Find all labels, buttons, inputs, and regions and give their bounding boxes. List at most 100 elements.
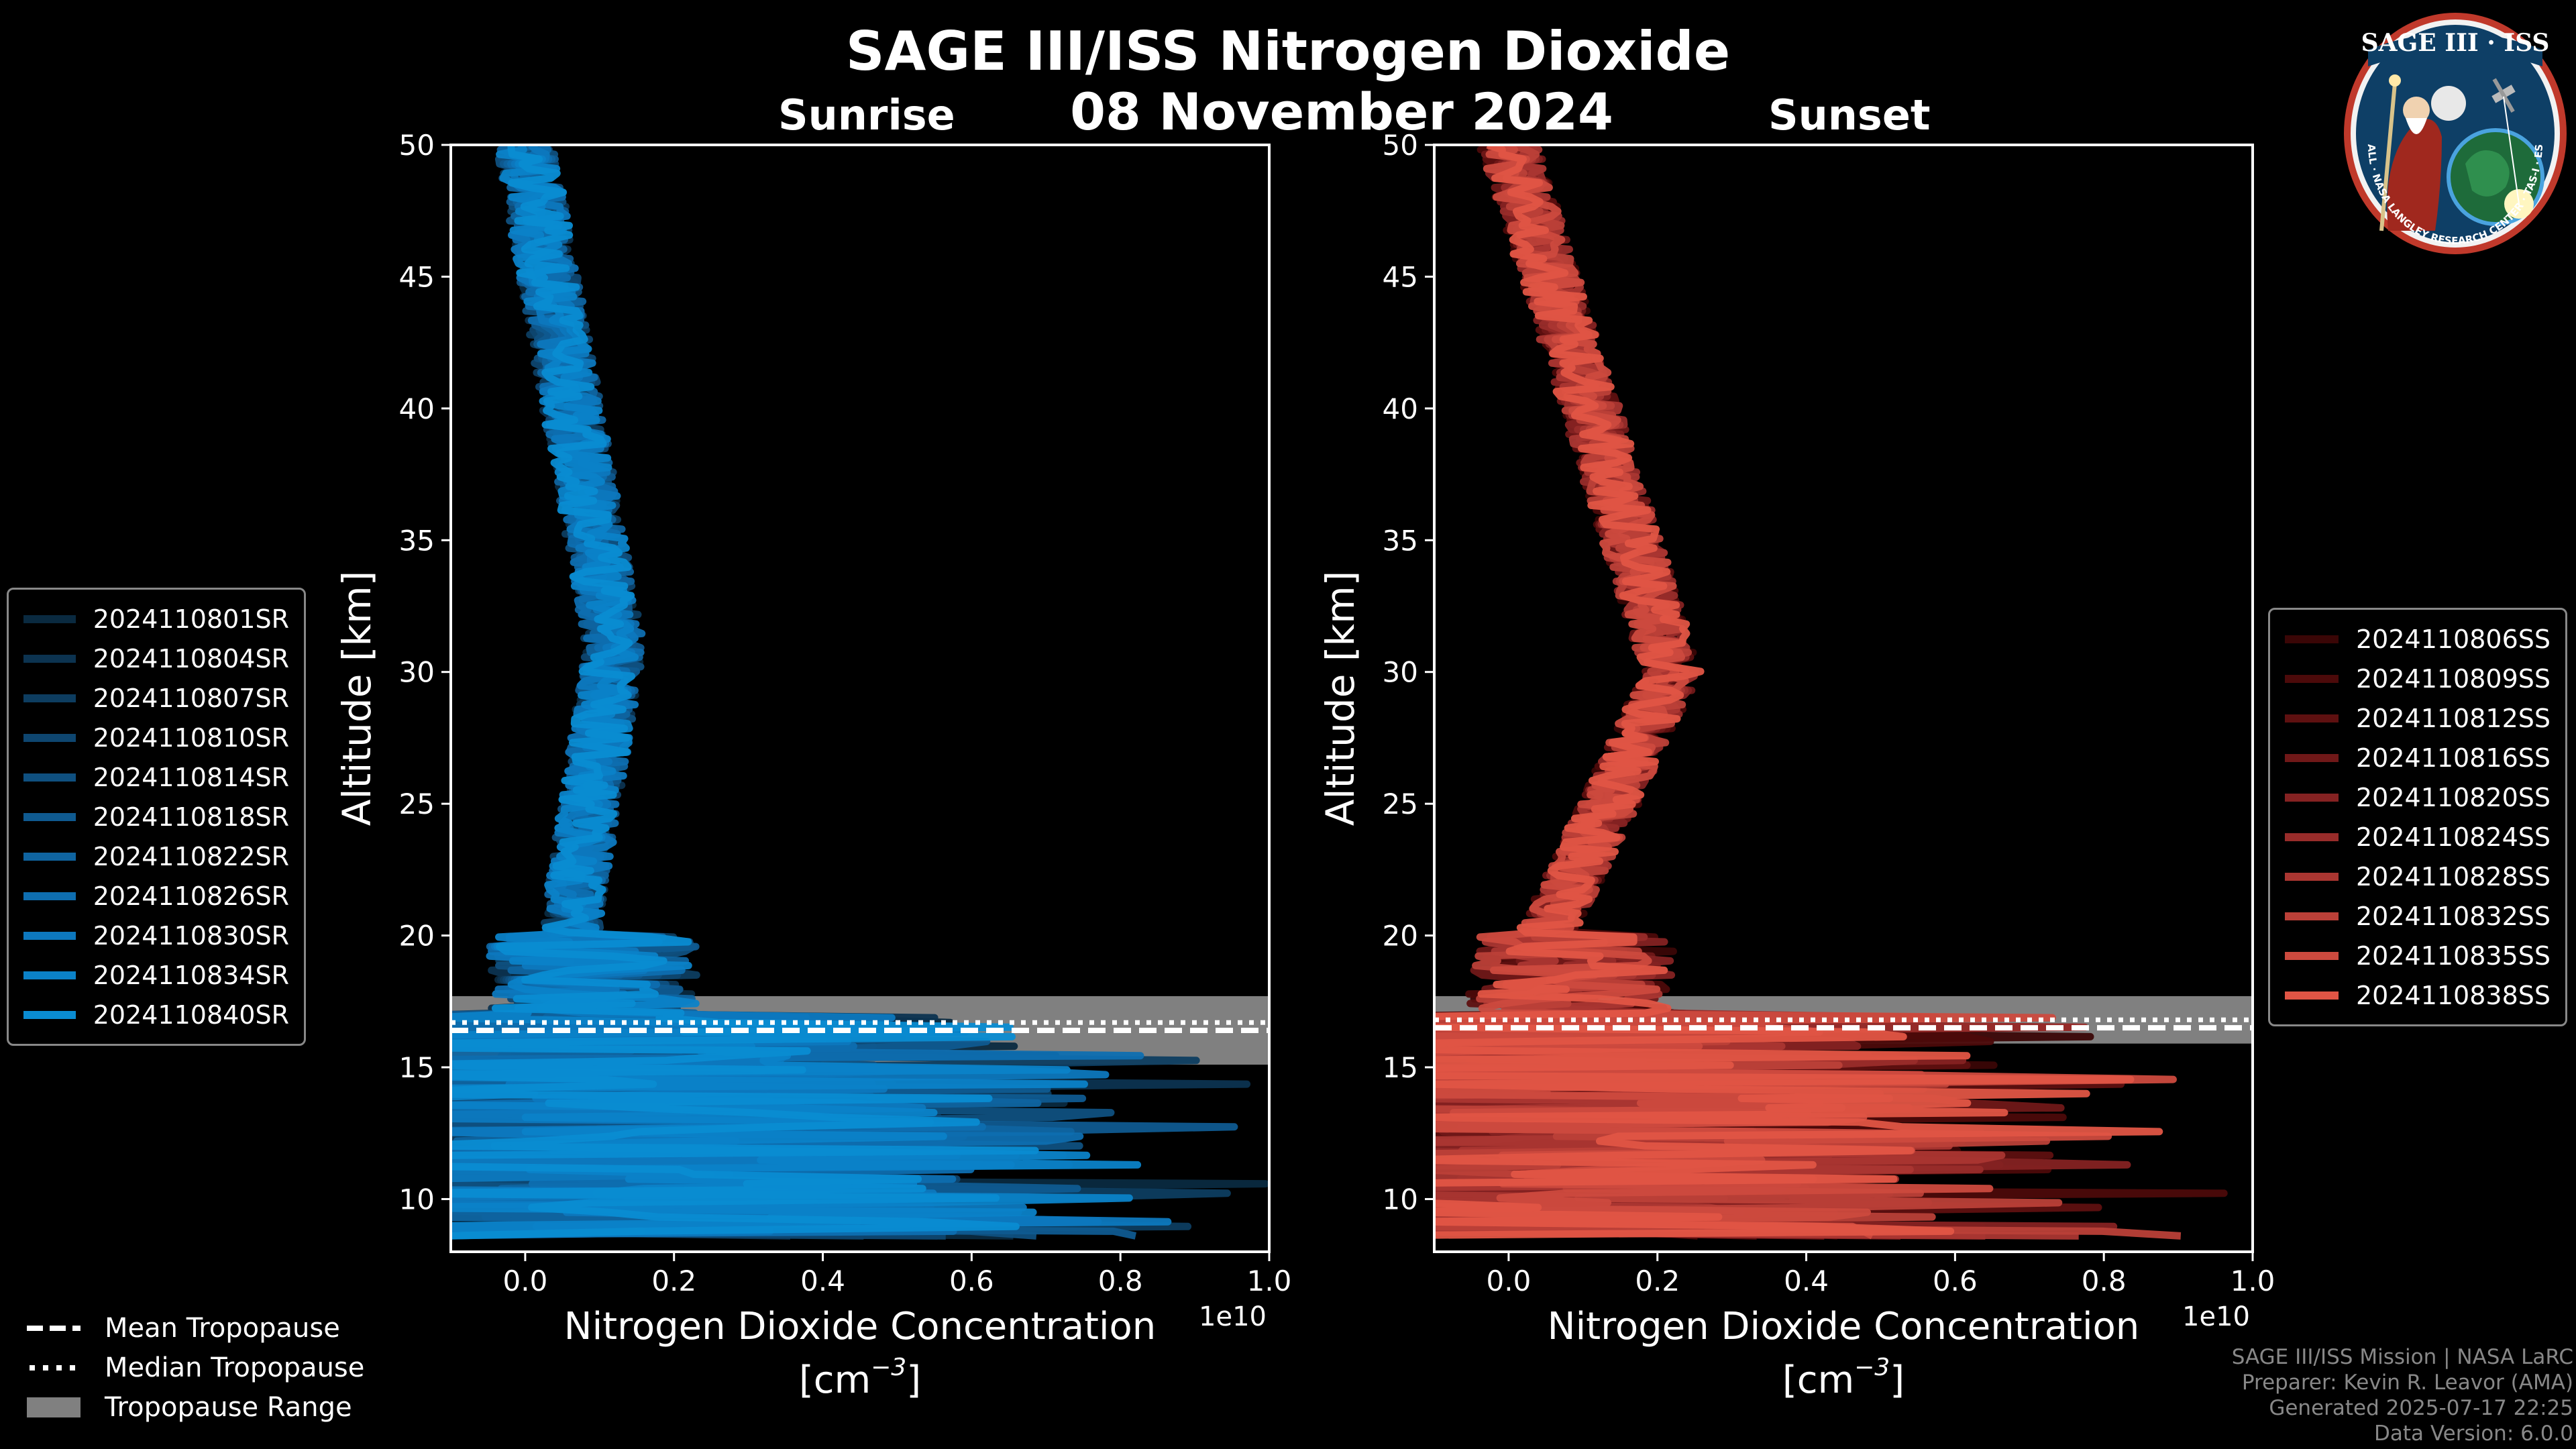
legend-entry: 2024110822SR (23, 837, 289, 876)
x-tick-label: 0.6 (949, 1265, 994, 1297)
legend-entry: 2024110830SR (23, 916, 289, 955)
mission-badge-logo: SAGE III · ISS BALL · NASA LANGLEY RESEA… (2341, 9, 2567, 254)
legend-line-swatch-icon (2285, 753, 2339, 762)
legend-entry-label: 2024110835SS (2355, 941, 2551, 971)
legend-entry: 2024110801SR (23, 599, 289, 639)
y-tick-label: 40 (1383, 392, 1418, 425)
legend-line-swatch-icon (2285, 991, 2339, 1000)
y-axis-label: Altitude [km] (334, 571, 380, 826)
legend-entry: 2024110826SR (23, 876, 289, 916)
legend-entry: 2024110814SR (23, 757, 289, 797)
tropopause-legend: Mean Tropopause Median Tropopause Tropop… (27, 1308, 364, 1427)
credit-mission: SAGE III/ISS Mission | NASA LaRC (2231, 1345, 2573, 1369)
x-axis-label: Nitrogen Dioxide Concentration (1548, 1305, 2140, 1348)
credit-preparer: Preparer: Kevin R. Leavor (AMA) (2241, 1371, 2573, 1395)
y-tick-label: 20 (399, 920, 435, 953)
dotted-line-icon (30, 1364, 80, 1371)
x-tick-label: 0.6 (1933, 1265, 1978, 1297)
legend-entry-label: 2024110807SR (93, 683, 289, 713)
y-tick-label: 50 (399, 129, 435, 162)
legend-entry: 2024110816SS (2285, 738, 2551, 777)
y-tick-label: 10 (399, 1183, 435, 1216)
legend-line-swatch-icon (23, 733, 76, 742)
dashed-line-icon (27, 1325, 80, 1331)
y-tick-label: 25 (399, 788, 435, 820)
y-tick-label: 45 (1383, 260, 1418, 293)
legend-line-swatch-icon (2285, 714, 2339, 722)
x-tick-label: 0.4 (1784, 1265, 1829, 1297)
credits-footer: SAGE III/ISS Mission | NASA LaRC Prepare… (2232, 1344, 2573, 1446)
legend-entry-label: 2024110838SS (2355, 980, 2551, 1010)
legend-entry: 2024110807SR (23, 678, 289, 718)
legend-line-swatch-icon (23, 812, 76, 821)
series-line-2024110840SR (451, 145, 1039, 1240)
legend-entry: 2024110840SR (23, 995, 289, 1034)
legend-mean-tropopause: Mean Tropopause (27, 1308, 364, 1348)
x-tick-label: 0.2 (1635, 1265, 1680, 1297)
credit-generated: Generated 2025-07-17 22:25 (2269, 1396, 2573, 1420)
x-axis-units: [cm−3] (799, 1354, 921, 1402)
y-axis-label: Altitude [km] (1318, 571, 1363, 826)
legend-line-swatch-icon (2285, 951, 2339, 960)
plot-frame (1433, 144, 2254, 1253)
profile-lines (451, 145, 1269, 1240)
x-axis-units: [cm−3] (1782, 1354, 1904, 1402)
legend-median-label: Median Tropopause (105, 1352, 365, 1383)
legend-entry: 2024110835SS (2285, 936, 2551, 975)
legend-line-swatch-icon (23, 1010, 76, 1019)
x-tick-label: 0.8 (1098, 1265, 1143, 1297)
legend-line-swatch-icon (23, 852, 76, 861)
y-tick-label: 30 (1383, 656, 1418, 689)
legend-entry: 2024110806SS (2285, 619, 2551, 659)
y-tick-label: 15 (399, 1051, 435, 1084)
x-tick-label: 0.0 (503, 1265, 548, 1297)
y-tick-label: 50 (1383, 129, 1418, 162)
y-tick-label: 30 (399, 656, 435, 689)
legend-entry-label: 2024110822SR (93, 841, 289, 871)
sunset-legend: 2024110806SS 2024110809SS 2024110812SS 2024… (2268, 608, 2567, 1026)
legend-line-swatch-icon (2285, 674, 2339, 683)
sunrise-plot: 0.0 0.2 0.4 0.6 0.8 1.0 10 15 20 25 30 35 40 45 50 1e10… (334, 129, 1291, 1402)
legend-entry-label: 2024110820SS (2355, 782, 2551, 812)
x-tick-label: 0.8 (2082, 1265, 2127, 1297)
x-tick-label: 1.0 (2231, 1265, 2275, 1297)
legend-mean-label: Mean Tropopause (105, 1312, 340, 1344)
legend-line-swatch-icon (23, 614, 76, 623)
legend-entry: 2024110828SS (2285, 857, 2551, 896)
legend-entry-label: 2024110806SS (2355, 624, 2551, 654)
legend-median-tropopause: Median Tropopause (27, 1348, 364, 1387)
legend-line-swatch-icon (23, 773, 76, 782)
legend-entry: 2024110812SS (2285, 698, 2551, 738)
sunset-plot: 0.0 0.2 0.4 0.6 0.8 1.0 10 15 20 25 30 35 40 45 50 1e10… (1318, 129, 2275, 1402)
legend-entry-label: 2024110834SR (93, 960, 289, 990)
legend-entry: 2024110810SR (23, 718, 289, 757)
legend-entry-label: 2024110824SS (2355, 822, 2551, 852)
x-axis-label: Nitrogen Dioxide Concentration (564, 1305, 1157, 1348)
y-tick-label: 35 (1383, 524, 1418, 557)
legend-entry: 2024110838SS (2285, 975, 2551, 1015)
y-tick-label: 15 (1383, 1051, 1418, 1084)
legend-entry-label: 2024110804SR (93, 643, 289, 674)
profile-lines (1434, 145, 2228, 1240)
sunrise-legend: 2024110801SR 2024110804SR 2024110807SR 2024… (7, 588, 306, 1046)
legend-entry: 2024110820SS (2285, 777, 2551, 817)
legend-entry-label: 2024110810SR (93, 722, 289, 753)
x-tick-label: 0.4 (800, 1265, 845, 1297)
badge-title: SAGE III · ISS (2361, 29, 2550, 57)
sunset-panel-title: Sunset (1768, 91, 1931, 140)
legend-entry-label: 2024110809SS (2355, 663, 2551, 694)
legend-entry: 2024110832SS (2285, 896, 2551, 936)
legend-entry: 2024110824SS (2285, 817, 2551, 857)
legend-entry: 2024110818SR (23, 797, 289, 837)
legend-entry: 2024110804SR (23, 639, 289, 678)
x-tick-label: 0.2 (651, 1265, 696, 1297)
legend-entry: 2024110809SS (2285, 659, 2551, 698)
legend-entry-label: 2024110818SR (93, 802, 289, 832)
y-tick-label: 45 (399, 260, 435, 293)
legend-entry-label: 2024110828SS (2355, 861, 2551, 892)
legend-line-swatch-icon (23, 694, 76, 702)
legend-line-swatch-icon (23, 971, 76, 979)
x-offset-label: 1e10 (1199, 1301, 1267, 1332)
legend-line-swatch-icon (2285, 833, 2339, 841)
legend-entry-label: 2024110816SS (2355, 743, 2551, 773)
